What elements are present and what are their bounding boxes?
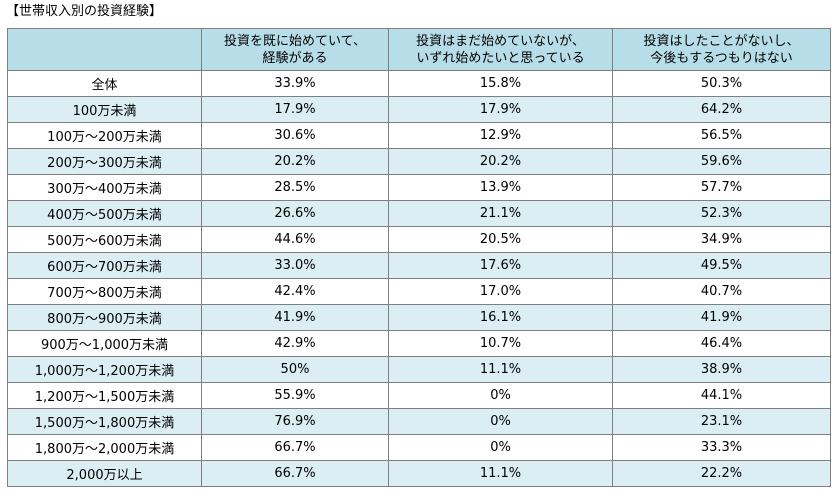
never-invest-cell: 38.9% — [612, 356, 831, 383]
header-never-invest-line1: 投資はしたことがないし、 — [643, 33, 800, 49]
want-to-start-cell: 17.6% — [388, 252, 613, 279]
header-want-to-start-line1: 投資はまだ始めていないが、 — [416, 33, 585, 49]
table-row: 400万～500万未満 26.6% 21.1% 52.3% — [7, 200, 831, 227]
table-row: 700万～800万未満 42.4% 17.0% 40.7% — [7, 278, 831, 305]
want-to-start-cell: 17.9% — [388, 96, 613, 123]
experienced-cell: 42.4% — [201, 278, 389, 305]
never-invest-cell: 23.1% — [612, 408, 831, 435]
row-label-cell: 100万未満 — [7, 96, 202, 123]
table-row: 1,200万～1,500万未満 55.9% 0% 44.1% — [7, 382, 831, 409]
row-label-cell: 100万～200万未満 — [7, 122, 202, 149]
row-label-cell: 900万～1,000万未満 — [7, 330, 202, 357]
table-row: 1,000万～1,200万未満 50% 11.1% 38.9% — [7, 356, 831, 383]
want-to-start-cell: 17.0% — [388, 278, 613, 305]
row-label-cell: 800万～900万未満 — [7, 304, 202, 331]
header-experienced: 投資を既に始めていて、 経験がある — [201, 28, 389, 71]
table-row: 1,800万～2,000万未満 66.7% 0% 33.3% — [7, 434, 831, 461]
header-experienced-line2: 経験がある — [262, 50, 328, 66]
header-never-invest: 投資はしたことがないし、 今後もするつもりはない — [612, 28, 831, 71]
want-to-start-cell: 0% — [388, 434, 613, 461]
never-invest-cell: 64.2% — [612, 96, 831, 123]
want-to-start-cell: 20.2% — [388, 148, 613, 175]
row-label-cell: 1,800万～2,000万未満 — [7, 434, 202, 461]
want-to-start-cell: 11.1% — [388, 460, 613, 487]
row-label-cell: 400万～500万未満 — [7, 200, 202, 227]
experienced-cell: 41.9% — [201, 304, 389, 331]
table-body: 全体 33.9% 15.8% 50.3% 100万未満 17.9% 17.9% 64.2% 10… — [7, 70, 831, 487]
want-to-start-cell: 15.8% — [388, 70, 613, 97]
header-never-invest-line2: 今後もするつもりはない — [650, 50, 793, 66]
want-to-start-cell: 0% — [388, 382, 613, 409]
row-label-cell: 500万～600万未満 — [7, 226, 202, 253]
experienced-cell: 50% — [201, 356, 389, 383]
experienced-cell: 20.2% — [201, 148, 389, 175]
row-label-cell: 1,000万～1,200万未満 — [7, 356, 202, 383]
never-invest-cell: 57.7% — [612, 174, 831, 201]
row-label-cell: 1,200万～1,500万未満 — [7, 382, 202, 409]
experienced-cell: 66.7% — [201, 434, 389, 461]
never-invest-cell: 49.5% — [612, 252, 831, 279]
header-experienced-line1: 投資を既に始めていて、 — [224, 33, 366, 49]
want-to-start-cell: 20.5% — [388, 226, 613, 253]
never-invest-cell: 22.2% — [612, 460, 831, 487]
experienced-cell: 30.6% — [201, 122, 389, 149]
row-label-cell: 全体 — [7, 70, 202, 97]
never-invest-cell: 56.5% — [612, 122, 831, 149]
never-invest-cell: 34.9% — [612, 226, 831, 253]
table-row: 600万～700万未満 33.0% 17.6% 49.5% — [7, 252, 831, 279]
experienced-cell: 76.9% — [201, 408, 389, 435]
experienced-cell: 44.6% — [201, 226, 389, 253]
never-invest-cell: 44.1% — [612, 382, 831, 409]
never-invest-cell: 41.9% — [612, 304, 831, 331]
experienced-cell: 26.6% — [201, 200, 389, 227]
experienced-cell: 55.9% — [201, 382, 389, 409]
header-blank-cell — [7, 28, 202, 71]
experienced-cell: 33.0% — [201, 252, 389, 279]
want-to-start-cell: 16.1% — [388, 304, 613, 331]
never-invest-cell: 59.6% — [612, 148, 831, 175]
row-label-cell: 1,500万～1,800万未満 — [7, 408, 202, 435]
table-row: 900万～1,000万未満 42.9% 10.7% 46.4% — [7, 330, 831, 357]
table-row: 100万未満 17.9% 17.9% 64.2% — [7, 96, 831, 123]
header-want-to-start-line2: いずれ始めたいと思っている — [416, 50, 585, 66]
row-label-cell: 300万～400万未満 — [7, 174, 202, 201]
never-invest-cell: 40.7% — [612, 278, 831, 305]
experienced-cell: 42.9% — [201, 330, 389, 357]
table-row: 2,000万以上 66.7% 11.1% 22.2% — [7, 460, 831, 487]
never-invest-cell: 50.3% — [612, 70, 831, 97]
table-row: 1,500万～1,800万未満 76.9% 0% 23.1% — [7, 408, 831, 435]
want-to-start-cell: 0% — [388, 408, 613, 435]
want-to-start-cell: 21.1% — [388, 200, 613, 227]
never-invest-cell: 52.3% — [612, 200, 831, 227]
table-row: 800万～900万未満 41.9% 16.1% 41.9% — [7, 304, 831, 331]
want-to-start-cell: 10.7% — [388, 330, 613, 357]
experienced-cell: 66.7% — [201, 460, 389, 487]
experienced-cell: 28.5% — [201, 174, 389, 201]
header-want-to-start: 投資はまだ始めていないが、 いずれ始めたいと思っている — [388, 28, 613, 71]
want-to-start-cell: 11.1% — [388, 356, 613, 383]
table-row: 300万～400万未満 28.5% 13.9% 57.7% — [7, 174, 831, 201]
never-invest-cell: 46.4% — [612, 330, 831, 357]
table-row: 全体 33.9% 15.8% 50.3% — [7, 70, 831, 97]
experienced-cell: 33.9% — [201, 70, 389, 97]
table-row: 500万～600万未満 44.6% 20.5% 34.9% — [7, 226, 831, 253]
row-label-cell: 2,000万以上 — [7, 460, 202, 487]
header-row: 投資を既に始めていて、 経験がある 投資はまだ始めていないが、 いずれ始めたいと… — [7, 28, 831, 71]
table-row: 200万～300万未満 20.2% 20.2% 59.6% — [7, 148, 831, 175]
table-row: 100万～200万未満 30.6% 12.9% 56.5% — [7, 122, 831, 149]
row-label-cell: 700万～800万未満 — [7, 278, 202, 305]
want-to-start-cell: 12.9% — [388, 122, 613, 149]
experienced-cell: 17.9% — [201, 96, 389, 123]
row-label-cell: 200万～300万未満 — [7, 148, 202, 175]
want-to-start-cell: 13.9% — [388, 174, 613, 201]
table-title: 【世帯収入別の投資経験】 — [6, 4, 163, 19]
never-invest-cell: 33.3% — [612, 434, 831, 461]
row-label-cell: 600万～700万未満 — [7, 252, 202, 279]
investment-experience-table: 投資を既に始めていて、 経験がある 投資はまだ始めていないが、 いずれ始めたいと… — [7, 28, 831, 487]
